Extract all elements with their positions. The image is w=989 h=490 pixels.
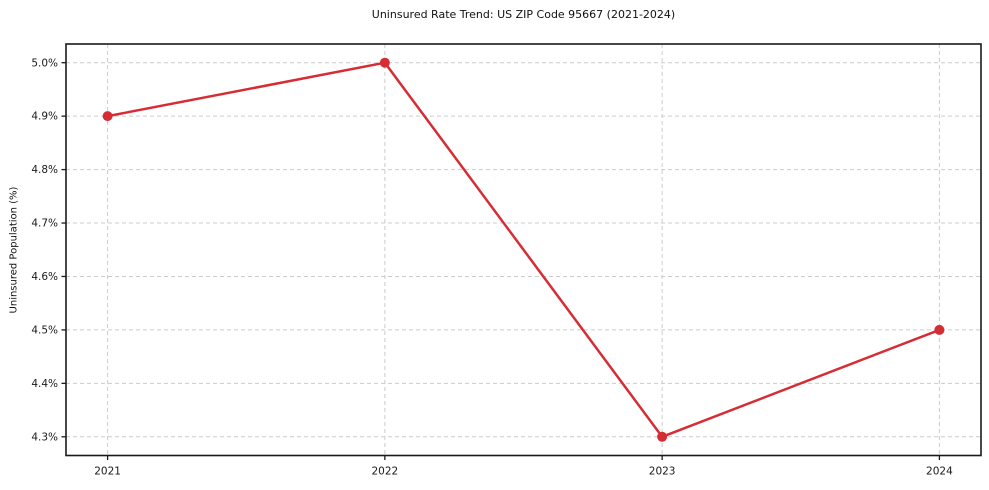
y-tick-label: 4.9% [31, 111, 58, 123]
axes-spines [65, 43, 982, 457]
chart-title: Uninsured Rate Trend: US ZIP Code 95667 … [371, 8, 676, 21]
x-tick-label: 2021 [94, 466, 121, 478]
y-tick-label: 4.3% [31, 431, 58, 443]
data-point [379, 57, 390, 68]
series-line [106, 61, 941, 439]
y-tick-label: 5.0% [31, 57, 58, 69]
x-tick-label: 2024 [926, 466, 953, 478]
y-axis-label: Uninsured Population (%) [8, 186, 20, 314]
data-point [102, 111, 113, 122]
y-tick-label: 4.5% [31, 325, 58, 337]
y-tick-label: 4.8% [31, 164, 58, 176]
x-tick-label: 2023 [649, 466, 676, 478]
y-tick-label: 4.4% [31, 378, 58, 390]
x-tick-label: 2022 [371, 466, 398, 478]
data-point [657, 431, 668, 442]
y-tick-label: 4.6% [31, 271, 58, 283]
data-point [934, 324, 945, 335]
y-tick-label: 4.7% [31, 218, 58, 230]
